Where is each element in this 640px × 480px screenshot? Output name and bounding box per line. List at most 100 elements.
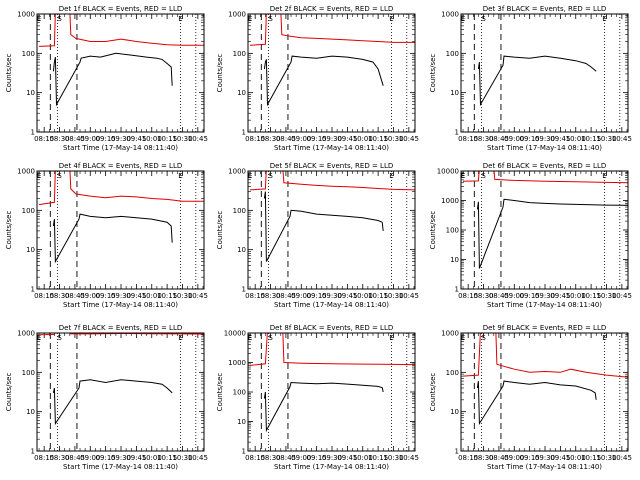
y-tick-label: 1: [455, 129, 459, 137]
plot-frame: [36, 13, 205, 133]
x-tick-label: 08:15: [245, 454, 265, 462]
x-tick-label: 09:00: [80, 135, 100, 143]
x-tick-label: 09:00: [291, 292, 311, 300]
panel-title: Det 8f BLACK = Events, RED = LLD: [270, 324, 393, 332]
panel-1: Det 1f BLACK = Events, RED = LLD 1 10 100 10…: [5, 5, 208, 152]
y-tick-label: 1: [455, 448, 459, 456]
y-axis-label: Counts/sec: [5, 211, 13, 250]
x-axis-label: Start Time (17-May-14 08:11:40): [63, 144, 178, 152]
x-tick-label: 10:15: [581, 454, 601, 462]
x-tick-label: 10:30: [172, 292, 192, 300]
x-axis-label: Start Time (17-May-14 08:11:40): [487, 463, 602, 471]
x-tick-label: 09:30: [535, 292, 555, 300]
x-tick-label: 08:30: [49, 292, 69, 300]
x-axis-label: Start Time (17-May-14 08:11:40): [63, 301, 178, 309]
y-tick-label: 10: [450, 256, 459, 264]
x-tick-label: 10:30: [596, 454, 616, 462]
y-tick-label: 10: [26, 408, 35, 416]
x-axis-label: Start Time (17-May-14 08:11:40): [274, 463, 389, 471]
marker-label: E: [461, 15, 465, 23]
panel-5: Det 5f BLACK = Events, RED = LLD 1 10 100 10…: [216, 162, 419, 309]
x-tick-label: 08:45: [65, 292, 85, 300]
y-tick-label: 100: [233, 389, 246, 397]
plot-frame: [247, 332, 416, 452]
series-events-line: [263, 381, 384, 433]
y-axis-label: Counts/sec: [429, 54, 437, 93]
x-tick-label: 09:15: [96, 292, 116, 300]
x-tick-label: 08:30: [260, 454, 280, 462]
y-tick-label: 1000: [228, 168, 246, 176]
x-tick-label: 10:00: [566, 454, 586, 462]
panel-9: Det 9f BLACK = Events, RED = LLD 1 10 100 10…: [429, 324, 632, 471]
x-tick-label: 09:45: [337, 135, 357, 143]
marker-label: E: [37, 15, 41, 23]
x-tick-label: 08:45: [276, 292, 296, 300]
y-tick-label: 10: [450, 408, 459, 416]
x-tick-label: 09:00: [504, 135, 524, 143]
x-tick-label: 09:15: [307, 292, 327, 300]
x-tick-label: 09:45: [337, 292, 357, 300]
x-tick-label: 09:00: [291, 454, 311, 462]
y-tick-label: 1000: [441, 330, 459, 338]
y-tick-label: 100: [446, 227, 459, 235]
x-tick-label: 09:00: [80, 292, 100, 300]
x-tick-label: 09:00: [504, 292, 524, 300]
plot-frame: [247, 13, 416, 133]
series-lld-line: [38, 14, 204, 47]
marker-label: E: [178, 334, 182, 342]
x-tick-label: 09:15: [307, 135, 327, 143]
y-tick-label: 1000: [228, 11, 246, 19]
y-tick-label: 10: [237, 246, 246, 254]
series-events-line: [263, 191, 384, 262]
y-tick-label: 1000: [17, 330, 35, 338]
y-tick-label: 10: [26, 246, 35, 254]
y-tick-label: 1: [31, 448, 35, 456]
x-tick-label: 09:30: [535, 454, 555, 462]
x-tick-label: 10:15: [368, 454, 388, 462]
panel-title: Det 6f BLACK = Events, RED = LLD: [483, 162, 606, 170]
panel-7: Det 7f BLACK = Events, RED = LLD 1 10 100 10…: [5, 324, 208, 471]
x-tick-label: 10:30: [172, 135, 192, 143]
marker-label: S: [481, 334, 486, 342]
y-axis-label: Counts/sec: [5, 54, 13, 93]
marker-label: E: [248, 172, 252, 180]
x-tick-label: 08:15: [245, 292, 265, 300]
y-tick-label: 10: [237, 418, 246, 426]
marker-label: E: [178, 15, 182, 23]
y-axis-label: Counts/sec: [429, 211, 437, 250]
x-tick-label: 08:15: [34, 454, 54, 462]
x-tick-label: 08:30: [260, 292, 280, 300]
marker-label: E: [248, 15, 252, 23]
marker-label: E: [602, 334, 606, 342]
panel-title: Det 1f BLACK = Events, RED = LLD: [59, 5, 182, 13]
panel-title: Det 3f BLACK = Events, RED = LLD: [483, 5, 606, 13]
y-tick-label: 100: [233, 50, 246, 58]
x-tick-label: 08:30: [473, 454, 493, 462]
x-tick-label: 08:45: [489, 292, 509, 300]
x-tick-label: 10:30: [596, 135, 616, 143]
x-tick-label: 08:15: [458, 135, 478, 143]
x-tick-label: 08:45: [276, 454, 296, 462]
marker-label: E: [389, 15, 393, 23]
x-axis-label: Start Time (17-May-14 08:11:40): [63, 463, 178, 471]
marker-label: S: [57, 334, 62, 342]
plot-frame: [36, 170, 205, 290]
panel-title: Det 4f BLACK = Events, RED = LLD: [59, 162, 182, 170]
y-tick-label: 100: [446, 50, 459, 58]
x-tick-label: 10:45: [399, 292, 419, 300]
x-tick-label: 09:45: [126, 454, 146, 462]
x-tick-label: 08:15: [245, 135, 265, 143]
series-events-line: [52, 52, 173, 107]
series-lld-line: [462, 171, 628, 184]
x-tick-label: 10:45: [612, 135, 632, 143]
marker-label: E: [389, 172, 393, 180]
marker-label: S: [268, 334, 273, 342]
x-tick-label: 09:15: [96, 135, 116, 143]
x-tick-label: 09:30: [322, 454, 342, 462]
x-tick-label: 10:45: [188, 292, 208, 300]
series-lld-line: [249, 333, 415, 366]
marker-label: S: [57, 172, 62, 180]
y-axis-label: Counts/sec: [216, 54, 224, 93]
series-lld-line: [249, 14, 415, 46]
x-tick-label: 08:45: [489, 454, 509, 462]
